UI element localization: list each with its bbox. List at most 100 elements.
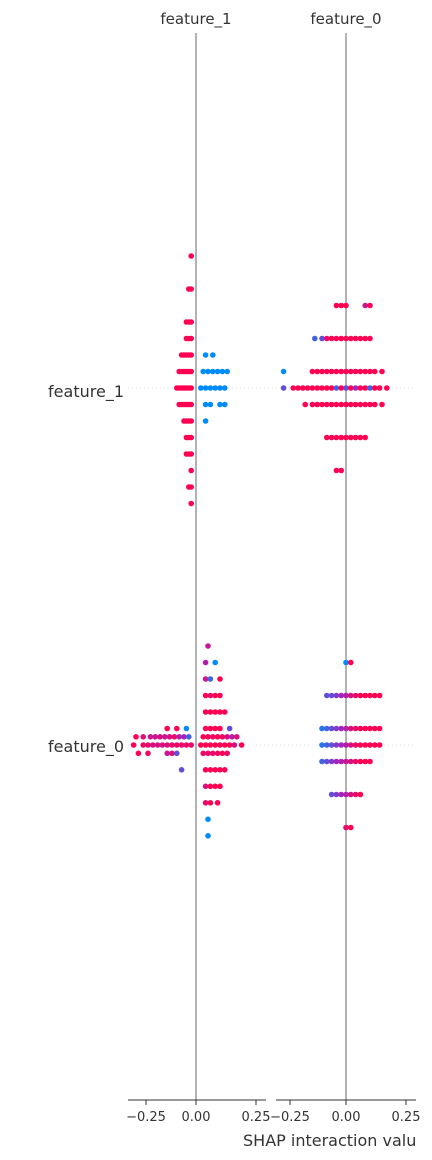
dot-feature_0-feature_1 xyxy=(202,676,209,682)
dot-feature_0-feature_0 xyxy=(367,692,373,699)
dot-feature_0-feature_1 xyxy=(229,734,235,740)
dot-feature_1-feature_0 xyxy=(379,401,385,408)
dot-feature_0-feature_1 xyxy=(202,767,209,773)
dot-feature_0-feature_0 xyxy=(324,742,330,748)
dot-feature_0-feature_1 xyxy=(157,734,163,740)
dot-feature_1-feature_1 xyxy=(219,368,226,375)
dot-feature_1-feature_0 xyxy=(343,368,349,375)
dot-feature_1-feature_0 xyxy=(312,335,318,342)
dot-feature_0-feature_1 xyxy=(226,742,233,748)
dot-feature_1-feature_0 xyxy=(357,434,364,441)
dot-feature_1-feature_1 xyxy=(222,401,228,408)
dot-feature_0-feature_1 xyxy=(207,709,214,715)
dot-feature_1-feature_0 xyxy=(376,385,383,391)
dot-feature_0-feature_0 xyxy=(362,725,369,732)
dot-feature_1-feature_0 xyxy=(362,385,369,391)
dot-feature_0-feature_1 xyxy=(202,659,209,666)
dot-feature_1-feature_0 xyxy=(357,368,364,375)
dot-feature_0-feature_1 xyxy=(202,742,209,748)
dot-feature_0-feature_0 xyxy=(362,758,369,765)
dot-feature_1-feature_0 xyxy=(338,385,345,391)
dot-feature_0-feature_0 xyxy=(328,758,335,765)
dot-feature_1-feature_0 xyxy=(367,401,373,408)
dot-feature_1-feature_0 xyxy=(379,368,385,375)
dot-feature_0-feature_0 xyxy=(328,791,335,798)
zero-lines xyxy=(195,33,347,1100)
dot-feature_1-feature_0 xyxy=(348,335,354,342)
dot-feature_0-feature_1 xyxy=(183,725,190,732)
dot-feature_0-feature_1 xyxy=(217,725,223,732)
dot-feature_1-feature_1 xyxy=(202,401,209,408)
dot-feature_1-feature_1 xyxy=(188,352,194,358)
dot-feature_0-feature_0 xyxy=(357,758,364,765)
dot-feature_1-feature_0 xyxy=(319,368,325,375)
dot-feature_0-feature_1 xyxy=(202,709,209,715)
dot-feature_0-feature_0 xyxy=(348,742,354,748)
dot-feature_0-feature_0 xyxy=(324,725,330,732)
dot-feature_1-feature_1 xyxy=(217,385,223,391)
dot-feature_0-feature_1 xyxy=(214,750,221,757)
dot-feature_1-feature_0 xyxy=(343,335,349,342)
dot-feature_0-feature_1 xyxy=(135,750,142,757)
dot-feature_0-feature_1 xyxy=(217,783,223,790)
dot-feature_1-feature_1 xyxy=(188,451,194,457)
dot-feature_1-feature_0 xyxy=(352,385,359,391)
dot-feature_1-feature_0 xyxy=(343,401,349,408)
dot-feature_1-feature_0 xyxy=(338,335,345,342)
dot-feature_0-feature_0 xyxy=(367,742,373,748)
dot-feature_1-feature_0 xyxy=(309,385,316,391)
dot-feature_0-feature_0 xyxy=(319,758,325,765)
dot-feature_1-feature_0 xyxy=(295,385,301,391)
dot-feature_1-feature_1 xyxy=(188,500,194,507)
dot-feature_0-feature_0 xyxy=(338,758,345,765)
dot-feature_0-feature_1 xyxy=(162,734,168,740)
dot-feature_0-feature_0 xyxy=(352,758,359,765)
dot-feature_0-feature_1 xyxy=(140,742,146,748)
dot-feature_0-feature_0 xyxy=(343,742,349,748)
dot-feature_0-feature_1 xyxy=(205,750,211,757)
dot-feature_1-feature_0 xyxy=(333,401,340,408)
dot-feature_1-feature_1 xyxy=(202,385,209,391)
x-tick-label-left-pos: 0.25 xyxy=(242,1110,271,1125)
dot-feature_1-feature_1 xyxy=(188,319,194,325)
dot-feature_1-feature_1 xyxy=(188,385,194,391)
dot-feature_0-feature_1 xyxy=(202,692,209,699)
dot-feature_0-feature_0 xyxy=(352,791,359,798)
dot-feature_0-feature_1 xyxy=(202,725,209,732)
dot-feature_0-feature_1 xyxy=(207,676,214,682)
dot-feature_0-feature_0 xyxy=(333,725,340,732)
dot-feature_1-feature_0 xyxy=(314,385,321,391)
dot-feature_0-feature_0 xyxy=(343,758,349,765)
dot-feature_0-feature_0 xyxy=(348,692,354,699)
dot-feature_1-feature_0 xyxy=(314,401,321,408)
dot-feature_0-feature_0 xyxy=(343,692,349,699)
dot-feature_0-feature_0 xyxy=(348,758,354,765)
dot-feature_1-feature_0 xyxy=(367,302,373,309)
dot-feature_0-feature_1 xyxy=(231,742,238,748)
dot-feature_0-feature_1 xyxy=(207,767,214,773)
dot-feature_1-feature_0 xyxy=(338,434,345,441)
dot-feature_0-feature_0 xyxy=(338,725,345,732)
dot-feature_0-feature_1 xyxy=(207,725,214,732)
dot-feature_0-feature_1 xyxy=(217,676,223,682)
dot-feature_0-feature_1 xyxy=(217,767,223,773)
dot-feature_0-feature_0 xyxy=(367,725,373,732)
dot-feature_1-feature_1 xyxy=(188,286,194,292)
dot-feature_0-feature_1 xyxy=(186,734,192,740)
dot-feature_0-feature_0 xyxy=(319,742,325,748)
x-axes xyxy=(128,1099,416,1105)
dot-feature_1-feature_1 xyxy=(222,385,228,391)
dot-feature_0-feature_1 xyxy=(169,742,175,748)
dot-feature_1-feature_1 xyxy=(214,368,221,375)
dot-feature_1-feature_0 xyxy=(300,385,306,391)
dot-feature_1-feature_0 xyxy=(343,302,349,309)
dot-feature_1-feature_1 xyxy=(188,401,194,408)
dot-feature_0-feature_0 xyxy=(328,692,335,699)
dot-feature_1-feature_0 xyxy=(362,302,369,309)
dot-feature_1-feature_0 xyxy=(357,385,364,391)
dot-feature_0-feature_1 xyxy=(210,750,216,757)
dot-feature_0-feature_0 xyxy=(333,758,340,765)
dot-feature_1-feature_1 xyxy=(188,467,194,474)
dot-feature_0-feature_0 xyxy=(362,742,369,748)
dot-feature_0-feature_1 xyxy=(205,734,211,740)
